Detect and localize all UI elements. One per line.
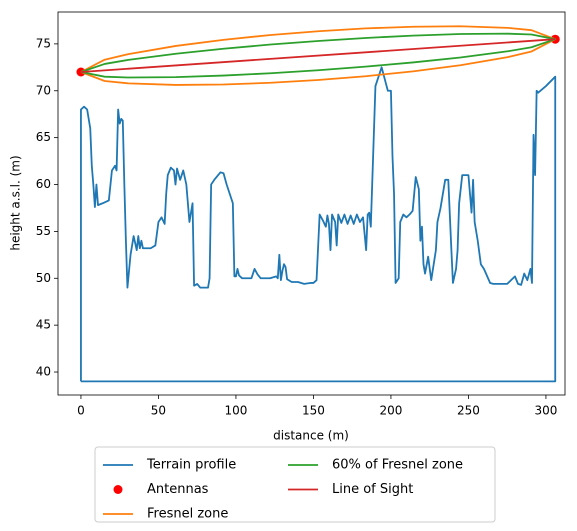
- x-axis-label: distance (m): [273, 429, 349, 443]
- y-tick-label: 55: [36, 224, 51, 238]
- x-tick-label: 50: [151, 404, 166, 418]
- y-tick-label: 60: [36, 177, 51, 191]
- x-tick-label: 300: [534, 404, 557, 418]
- series-line: [80, 38, 556, 73]
- y-tick-label: 70: [36, 83, 51, 97]
- y-tick-label: 75: [36, 36, 51, 50]
- y-tick-label: 40: [36, 365, 51, 379]
- plot-frame: [57, 11, 566, 396]
- legend-label: Antennas: [147, 482, 209, 497]
- legend-label: Terrain profile: [146, 458, 236, 473]
- legend-marker: [113, 485, 123, 494]
- x-tick-label: 250: [457, 404, 480, 418]
- y-tick-label: 45: [36, 318, 51, 332]
- legend-label: Fresnel zone: [147, 507, 228, 522]
- x-tick-label: 200: [379, 404, 402, 418]
- legend-label: Line of Sight: [332, 482, 413, 497]
- series-line: [80, 66, 557, 383]
- y-axis-label: height a.s.l. (m): [9, 155, 23, 250]
- x-tick-label: 100: [224, 404, 247, 418]
- legend-box: [94, 446, 496, 523]
- y-tick-label: 50: [36, 271, 51, 285]
- x-tick-label: 150: [302, 404, 325, 418]
- legend-label: 60% of Fresnel zone: [332, 458, 463, 473]
- y-tick-label: 65: [36, 130, 51, 144]
- x-tick-label: 0: [77, 404, 85, 418]
